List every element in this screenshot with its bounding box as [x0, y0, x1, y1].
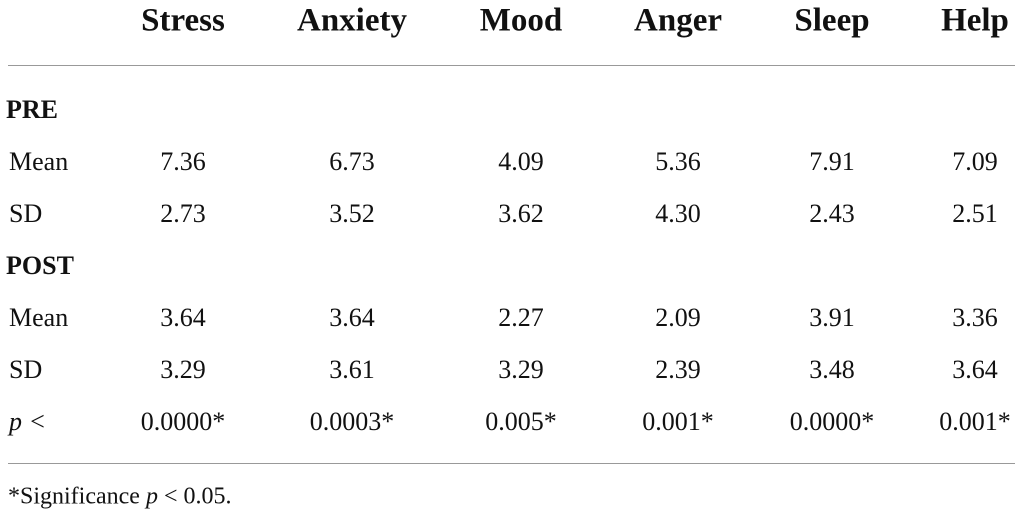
cell: 3.64	[329, 303, 375, 332]
cell: 3.64	[160, 303, 206, 332]
cell: 3.91	[809, 303, 855, 332]
cell: 2.39	[655, 355, 701, 384]
cell: 3.48	[809, 355, 855, 384]
cell: 2.43	[809, 199, 855, 228]
cell: 4.30	[655, 199, 701, 228]
header-rule	[8, 65, 1015, 66]
column-header: Anxiety	[297, 2, 407, 39]
column-header: Help	[941, 2, 1009, 39]
cell: 6.73	[329, 147, 375, 176]
section-title: PRE	[6, 95, 58, 124]
column-header: Anger	[634, 2, 722, 39]
cell: 3.36	[952, 303, 998, 332]
cell: 0.0000*	[789, 407, 875, 436]
cell: 0.001*	[642, 407, 714, 436]
row-label: Mean	[9, 303, 69, 332]
cell: 2.73	[160, 199, 206, 228]
cell: 2.09	[655, 303, 701, 332]
cell: 3.64	[952, 355, 998, 384]
section-title: POST	[6, 251, 74, 280]
column-header: Sleep	[794, 2, 870, 39]
footnote-condition: < 0.05.	[163, 483, 232, 510]
row-label: SD	[9, 355, 43, 384]
cell: 7.09	[952, 147, 998, 176]
cell: 2.51	[952, 199, 998, 228]
row-label: SD	[9, 199, 43, 228]
footnote: *Significance p < 0.05.	[8, 484, 232, 511]
row-label: p <	[9, 407, 47, 436]
row-label: Mean	[9, 147, 69, 176]
cell: 3.61	[329, 355, 375, 384]
cell: 4.09	[498, 147, 544, 176]
cell: 2.27	[498, 303, 544, 332]
footnote-prefix: *Significance	[8, 483, 140, 510]
footer-rule	[8, 463, 1015, 464]
cell: 0.0000*	[140, 407, 226, 436]
cell: 3.52	[329, 199, 375, 228]
cell: 7.36	[160, 147, 206, 176]
cell: 3.29	[498, 355, 544, 384]
cell: 0.0003*	[309, 407, 395, 436]
footnote-variable: p	[145, 483, 158, 510]
cell: 3.29	[160, 355, 206, 384]
cell: 0.005*	[485, 407, 557, 436]
cell: 7.91	[809, 147, 855, 176]
column-header: Stress	[141, 2, 225, 39]
cell: 0.001*	[939, 407, 1011, 436]
column-header: Mood	[479, 2, 563, 39]
cell: 5.36	[655, 147, 701, 176]
cell: 3.62	[498, 199, 544, 228]
